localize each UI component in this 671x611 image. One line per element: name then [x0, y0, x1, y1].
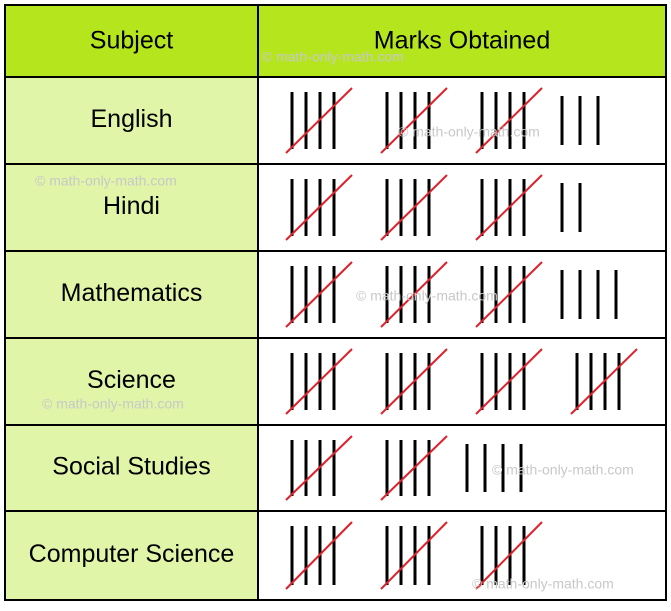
- watermark: © math-only-math.com: [356, 288, 498, 304]
- watermark: © math-only-math.com: [35, 173, 177, 189]
- tally-cross: [380, 87, 448, 154]
- table-border: [4, 4, 667, 601]
- tally-cross: [380, 261, 448, 328]
- watermarks: © math-only-math.com © math-only-math.com…: [35, 49, 634, 592]
- subject-cell: [5, 164, 258, 251]
- subject-label: Science: [87, 366, 176, 394]
- watermark: © math-only-math.com: [42, 396, 184, 412]
- subject-cell: [5, 511, 258, 600]
- header-row: [5, 5, 666, 77]
- subject-cell: [5, 251, 258, 338]
- tally-cross: [475, 174, 543, 241]
- watermark: © math-only-math.com: [262, 49, 404, 65]
- subject-cell: [5, 77, 258, 164]
- watermark: © math-only-math.com: [398, 124, 540, 140]
- tally-cross: [475, 521, 543, 590]
- tally-cross: [380, 521, 448, 590]
- tally-cross: [285, 348, 353, 415]
- tally-cross: [285, 87, 353, 154]
- tally-cross: [570, 348, 638, 415]
- tally-cross: [380, 435, 448, 501]
- marks-cell: [258, 338, 666, 425]
- subject-label: Mathematics: [61, 279, 203, 307]
- watermark: © math-only-math.com: [492, 462, 634, 478]
- tally-cross: [380, 348, 448, 415]
- subject-cell: [5, 425, 258, 511]
- tally-cross: [475, 348, 543, 415]
- subject-cell: [5, 338, 258, 425]
- subject-label: English: [91, 105, 173, 133]
- tally-cross: [475, 87, 543, 154]
- subject-label: Hindi: [103, 192, 160, 220]
- marks-cell: [258, 511, 666, 600]
- subject-label: Social Studies: [52, 453, 210, 481]
- tally-cross: [285, 261, 353, 328]
- subject-label: Computer Science: [29, 540, 235, 568]
- header-label: Marks Obtained: [374, 27, 550, 55]
- watermark: © math-only-math.com: [472, 576, 614, 592]
- marks-cell: [258, 164, 666, 251]
- tally-cross: [475, 261, 543, 328]
- tally-cross: [285, 435, 353, 501]
- marks-cell: [258, 425, 666, 511]
- tally-cross: [285, 174, 353, 241]
- header-label: Subject: [90, 27, 173, 55]
- tally-cross: [285, 521, 353, 590]
- tally-cross: [380, 174, 448, 241]
